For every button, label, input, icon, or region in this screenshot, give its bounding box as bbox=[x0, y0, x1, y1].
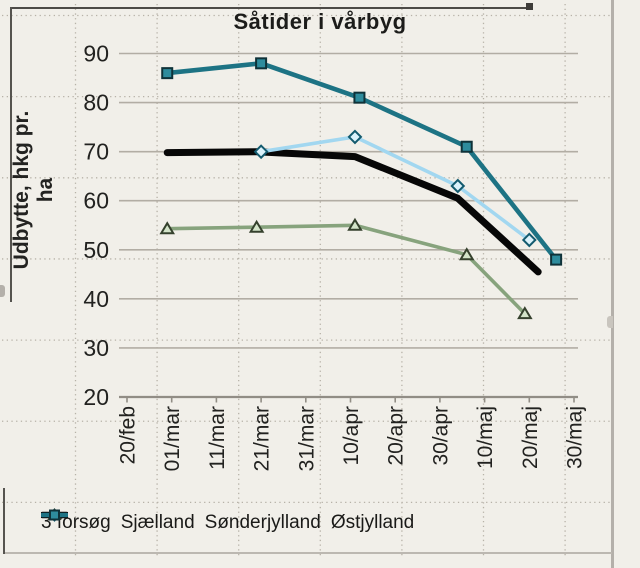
y-tick-label: 70 bbox=[83, 139, 109, 165]
legend-item-sonderjylland: Sønderjylland bbox=[41, 508, 321, 534]
selection-border-top bbox=[10, 7, 527, 9]
triangle-marker-sonderjylland bbox=[159, 221, 175, 235]
triangle-marker-sonderjylland bbox=[458, 247, 475, 261]
y-tick-label: 20 bbox=[83, 384, 109, 410]
triangle-marker-sonderjylland bbox=[248, 219, 265, 233]
x-tick-label: 10/apr bbox=[340, 406, 363, 466]
square-marker-ostjylland bbox=[460, 140, 473, 153]
square-marker-ostjylland bbox=[550, 253, 563, 266]
series-sjaelland bbox=[253, 129, 537, 248]
x-tick-label: 31/mar bbox=[295, 406, 318, 471]
y-tick-label: 60 bbox=[83, 188, 109, 214]
triangle-marker-sonderjylland bbox=[347, 217, 363, 231]
square-marker-ostjylland bbox=[353, 91, 366, 104]
x-tick-label: 30/maj bbox=[564, 406, 587, 469]
square-marker-ostjylland bbox=[49, 509, 60, 521]
x-tick-label: 10/maj bbox=[474, 406, 497, 469]
chart-title: Såtider i vårbyg bbox=[233, 9, 407, 34]
square-swatch-icon bbox=[41, 509, 68, 521]
x-tick-label: 21/mar bbox=[251, 406, 274, 471]
selection-border-left bbox=[10, 7, 12, 302]
legend-label: Østjylland bbox=[330, 512, 415, 533]
diamond-marker-sjaelland bbox=[347, 129, 363, 145]
y-tick-label: 90 bbox=[83, 41, 109, 67]
legend-item-sjaelland: Sjælland bbox=[41, 508, 195, 534]
x-tick-label: 01/mar bbox=[161, 406, 184, 471]
triangle-marker-sonderjylland bbox=[517, 306, 533, 320]
square-marker-ostjylland bbox=[161, 67, 174, 80]
legend-label: Sjælland bbox=[120, 512, 195, 533]
series-line-sjaelland bbox=[259, 135, 532, 242]
square-marker-ostjylland bbox=[255, 57, 268, 70]
legend-label: Sønderjylland bbox=[204, 512, 321, 533]
series-sonderjylland bbox=[159, 217, 533, 320]
diamond-marker-sjaelland bbox=[521, 232, 537, 248]
series-line-3-forsog bbox=[163, 148, 542, 276]
x-tick-label: 20/feb bbox=[117, 406, 140, 464]
x-tick-label: 20/apr bbox=[385, 406, 408, 466]
series-line-sonderjylland bbox=[165, 223, 527, 316]
selection-border-bottom bbox=[3, 552, 612, 554]
y-tick-label: 80 bbox=[83, 90, 109, 116]
diamond-marker-sjaelland bbox=[450, 178, 466, 194]
x-tick-label: 30/apr bbox=[429, 406, 452, 466]
x-tick-label: 11/mar bbox=[206, 406, 229, 470]
selection-handle-top bbox=[526, 3, 533, 10]
y-tick-label: 30 bbox=[83, 335, 109, 361]
selection-border-right bbox=[611, 0, 614, 568]
series-ostjylland bbox=[161, 57, 563, 266]
x-tick-label: 20/maj bbox=[519, 406, 542, 469]
selection-handle-left bbox=[0, 285, 5, 297]
y-tick-label: 50 bbox=[83, 237, 109, 263]
selection-handle-right bbox=[607, 316, 613, 328]
selection-border-bottom-left bbox=[3, 488, 5, 554]
series-3-forsog bbox=[163, 148, 542, 276]
diamond-marker-sjaelland bbox=[253, 144, 269, 160]
y-axis-title: Udbytte, hkg pr. ha bbox=[10, 110, 57, 270]
legend: 3 forsøg Sjælland Sønderjylland Østjylland bbox=[41, 506, 613, 540]
y-tick-label: 40 bbox=[83, 286, 109, 312]
legend-item-ostjylland: Østjylland bbox=[41, 509, 415, 534]
